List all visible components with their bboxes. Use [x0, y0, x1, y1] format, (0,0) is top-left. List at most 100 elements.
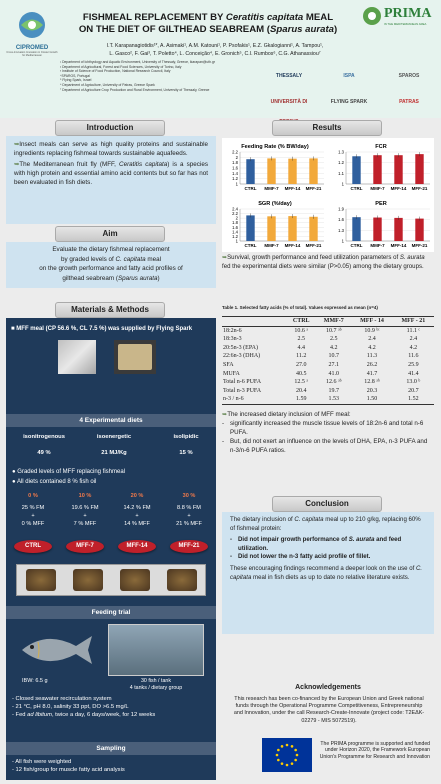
y-tick-label: 2 — [236, 155, 239, 160]
table-cell: n-3 / n-6 — [222, 395, 287, 405]
eu-star — [290, 762, 294, 765]
y-tick-label: 2 — [236, 216, 239, 221]
fish-cluster-icon — [19, 12, 45, 38]
conclusion-point-1: - Did not impair growth performance of S.… — [230, 536, 402, 552]
y-tick-label: 1.1 — [338, 171, 344, 176]
table-cell: 10.7 ᵃᵇ — [326, 327, 342, 334]
partner-logo: THESSALY — [275, 73, 303, 79]
table-header-cell: MFF - 21 — [392, 316, 434, 327]
eu-star — [280, 762, 284, 765]
affiliation-line: ³ Institute of Science of Food Productio… — [60, 69, 171, 74]
authors: I.T. Karapanagiotidis¹*, A. Asimaki¹, A.… — [106, 43, 324, 57]
affiliation-line: ⁷ Department of Agriculture Crop Product… — [60, 87, 210, 92]
poster-title: FISHMEAL REPLACEMENT BY Ceratitis capita… — [78, 12, 338, 35]
fishmeal-level: 25 % FM — [21, 505, 45, 511]
y-tick-label: 1.4 — [232, 171, 238, 176]
table-row: 20:5n-3 (EPA) 4.4 4.2 4.2 4.2 — [222, 344, 434, 353]
iso-value: 21 MJ/Kg — [101, 450, 127, 456]
table-cell: Total n-6 PUFA — [223, 379, 262, 386]
iso-value: 15 % — [179, 450, 193, 456]
table-cell: 2.5 — [330, 336, 338, 343]
table-row: 22:6n-3 (DHA) 11.2 10.7 11.3 11.6 — [222, 352, 434, 361]
eu-flag — [262, 738, 312, 772]
bar — [373, 155, 382, 184]
discussion-lead: ➥The increased dietary inclusion of MFF … — [222, 411, 351, 418]
table-cell: 11.2 — [296, 353, 307, 360]
table-row: n-3 / n-6 1.59 1.53 1.50 1.52 — [222, 395, 434, 405]
diet-pill: MFF-14 — [118, 540, 156, 553]
table-cell: 19.7 — [328, 387, 340, 394]
x-tick-label: MFF-21 — [306, 243, 322, 248]
iso-label: isonitrogenous — [23, 434, 65, 440]
partner-logo: UNIVERSITÀ DI TORINO — [270, 99, 308, 125]
intro-title: Introduction — [55, 120, 165, 136]
ack-text: This research has been co-financed by th… — [233, 696, 425, 724]
table-cell: 20:5n-3 (EPA) — [223, 344, 258, 351]
chart-title: SGR (%/day) — [258, 201, 292, 207]
arrow-icon: ➥ — [222, 254, 228, 261]
table-cell: 41.7 — [366, 370, 378, 377]
intro-box: ➥Insect meals can serve as high quality … — [6, 136, 216, 224]
fish-photo — [16, 628, 96, 670]
seabream-icon — [22, 636, 92, 664]
bar — [415, 154, 424, 184]
eu-star — [280, 745, 284, 748]
table-cell: 20.7 — [408, 387, 419, 394]
mff-meal-photo — [114, 340, 156, 374]
affiliation-line: ⁶ Department of Agriculture, University … — [60, 82, 155, 87]
bar — [415, 218, 424, 241]
prima-logo: PRIMA IN THE MEDITERRANEAN AREA — [362, 6, 438, 32]
table-row: SFA 27.0 27.1 26.2 25.9 — [222, 361, 434, 370]
y-tick-label: 1.8 — [232, 160, 238, 165]
x-tick-label: MMF-7 — [264, 186, 279, 191]
y-tick-label: 2.2 — [232, 211, 238, 216]
partner-logo: PATRAS — [399, 99, 419, 105]
discussion-point-2: - But, did not exert an influence on the … — [222, 438, 428, 454]
bar — [373, 217, 382, 241]
methods-box: ■ MFF meal (CP 56.6 %, CL 7.5 %) was sup… — [6, 318, 216, 780]
feed-pellets — [25, 569, 56, 591]
table-caption: Table 1. Selected fatty acids (% of tota… — [222, 305, 378, 310]
table-cell: 41.0 — [328, 370, 340, 377]
table-cell: 11.6 — [408, 353, 419, 360]
partner-logo: FLYING SPARK — [330, 99, 368, 105]
table-cell: 10.7 — [328, 353, 340, 360]
plus-sign: + — [31, 513, 35, 519]
eu-stars-icon — [275, 743, 299, 767]
bar — [267, 158, 276, 184]
y-tick-label: 1.3 — [338, 228, 344, 233]
sampling-text: - All fish were weighted - 12 fish/group… — [12, 759, 125, 773]
results-summary: ➥Survival, growth performance and feed u… — [222, 254, 425, 270]
mff-level: 21 % MFF — [176, 521, 202, 527]
ibw-label: IBW: 6.5 g — [22, 678, 48, 684]
affiliations: ¹ Department of Ichthyology and Aquatic … — [60, 60, 260, 92]
table-cell: 40.5 — [295, 370, 307, 377]
results-title: Results — [272, 120, 382, 136]
eu-star — [285, 743, 289, 747]
bar — [394, 217, 403, 241]
table-row: Total n-6 PUFA 12.5 ᵃ 12.6 ᵃᵇ 12.8 ᵃᵇ 13.0 ᵇ — [222, 378, 434, 387]
table-cell: 13.0 ᵇ — [406, 379, 421, 386]
y-tick-label: 1 — [342, 239, 345, 244]
table-cell: 25.9 — [408, 361, 419, 368]
diet-level-column: 20 % 14.2 % FM +14 % MFF — [112, 492, 162, 528]
table-cell: 20.4 — [295, 387, 307, 394]
partner-logos: THESSALY ISPA SPAROS UNIVERSITÀ DI TORINO FL… — [262, 64, 440, 125]
table-cell: 22:6n-3 (DHA) — [223, 353, 261, 360]
aim-title: Aim — [55, 226, 165, 242]
table-cell: 11.3 — [366, 353, 378, 360]
x-tick-label: CTRL — [245, 243, 257, 248]
mff-bag-photo — [58, 340, 96, 374]
mff-level: 7 % MFF — [73, 521, 97, 527]
methods-title: Materials & Methods — [55, 302, 165, 318]
conclusion-title: Conclusion — [272, 496, 382, 512]
y-tick-label: 1.4 — [232, 229, 238, 234]
table-cell: 26.2 — [366, 361, 378, 368]
affiliation-line: ¹ Department of Ichthyology and Aquatic … — [60, 60, 216, 64]
diet-pill: CTRL — [14, 540, 52, 553]
fishoil-bullet: ● All diets contained 8 % fish oil — [12, 479, 97, 485]
x-tick-label: MMF-7 — [370, 186, 385, 191]
table-row: 18:2n-6 10.6 ᵃ 10.7 ᵃᵇ 10.9 ᵇᶜ 11.1 ᶜ — [222, 326, 434, 335]
bar — [394, 155, 403, 184]
